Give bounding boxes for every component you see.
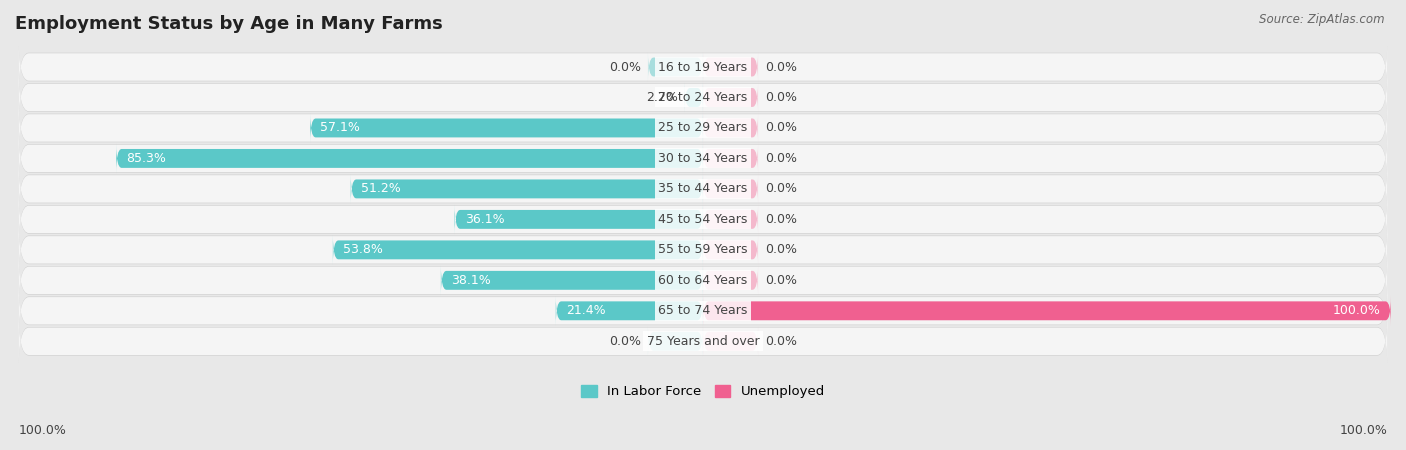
FancyBboxPatch shape [18,96,1388,160]
FancyBboxPatch shape [18,36,1388,99]
FancyBboxPatch shape [648,326,703,356]
FancyBboxPatch shape [648,52,703,82]
Text: 25 to 29 Years: 25 to 29 Years [658,122,748,135]
FancyBboxPatch shape [454,204,703,234]
FancyBboxPatch shape [18,35,1388,99]
FancyBboxPatch shape [703,144,758,173]
Text: 16 to 19 Years: 16 to 19 Years [658,60,748,73]
Text: 75 Years and over: 75 Years and over [647,335,759,348]
FancyBboxPatch shape [18,157,1388,221]
Text: 0.0%: 0.0% [765,243,797,256]
Text: 45 to 54 Years: 45 to 54 Years [658,213,748,226]
Text: 35 to 44 Years: 35 to 44 Years [658,182,748,195]
FancyBboxPatch shape [18,249,1388,312]
FancyBboxPatch shape [18,310,1388,373]
Text: 0.0%: 0.0% [765,60,797,73]
FancyBboxPatch shape [350,174,703,204]
FancyBboxPatch shape [685,82,703,112]
Text: 0.0%: 0.0% [765,152,797,165]
FancyBboxPatch shape [18,97,1388,159]
Text: 51.2%: 51.2% [361,182,401,195]
FancyBboxPatch shape [703,326,758,356]
FancyBboxPatch shape [703,204,758,234]
Text: 57.1%: 57.1% [321,122,360,135]
Text: 100.0%: 100.0% [1340,423,1388,436]
FancyBboxPatch shape [703,266,758,295]
FancyBboxPatch shape [18,158,1388,220]
Text: 100.0%: 100.0% [1333,304,1381,317]
Text: 53.8%: 53.8% [343,243,382,256]
FancyBboxPatch shape [703,113,758,143]
FancyBboxPatch shape [703,174,758,204]
FancyBboxPatch shape [18,248,1388,312]
FancyBboxPatch shape [555,296,703,326]
Text: 0.0%: 0.0% [765,335,797,348]
FancyBboxPatch shape [18,126,1388,190]
Text: 38.1%: 38.1% [451,274,491,287]
FancyBboxPatch shape [311,113,703,143]
Text: 60 to 64 Years: 60 to 64 Years [658,274,748,287]
Text: 0.0%: 0.0% [609,60,641,73]
FancyBboxPatch shape [703,296,1391,326]
Text: 20 to 24 Years: 20 to 24 Years [658,91,748,104]
Legend: In Labor Force, Unemployed: In Labor Force, Unemployed [575,380,831,404]
Text: 0.0%: 0.0% [765,274,797,287]
FancyBboxPatch shape [18,309,1388,374]
Text: 21.4%: 21.4% [567,304,606,317]
FancyBboxPatch shape [703,52,758,82]
FancyBboxPatch shape [703,82,758,112]
Text: 55 to 59 Years: 55 to 59 Years [658,243,748,256]
Text: 0.0%: 0.0% [765,91,797,104]
FancyBboxPatch shape [117,144,703,173]
FancyBboxPatch shape [18,218,1388,281]
Text: 85.3%: 85.3% [127,152,166,165]
FancyBboxPatch shape [18,279,1388,343]
FancyBboxPatch shape [18,66,1388,129]
Text: 0.0%: 0.0% [765,182,797,195]
FancyBboxPatch shape [333,235,703,265]
FancyBboxPatch shape [18,187,1388,252]
FancyBboxPatch shape [18,188,1388,251]
Text: Source: ZipAtlas.com: Source: ZipAtlas.com [1260,14,1385,27]
Text: 2.7%: 2.7% [645,91,678,104]
FancyBboxPatch shape [18,127,1388,190]
Text: 0.0%: 0.0% [765,122,797,135]
FancyBboxPatch shape [441,266,703,295]
Text: Employment Status by Age in Many Farms: Employment Status by Age in Many Farms [15,15,443,33]
Text: 36.1%: 36.1% [465,213,505,226]
FancyBboxPatch shape [703,235,758,265]
FancyBboxPatch shape [18,279,1388,342]
Text: 0.0%: 0.0% [609,335,641,348]
Text: 65 to 74 Years: 65 to 74 Years [658,304,748,317]
Text: 100.0%: 100.0% [18,423,66,436]
FancyBboxPatch shape [18,218,1388,282]
Text: 0.0%: 0.0% [765,213,797,226]
Text: 30 to 34 Years: 30 to 34 Years [658,152,748,165]
FancyBboxPatch shape [18,66,1388,130]
